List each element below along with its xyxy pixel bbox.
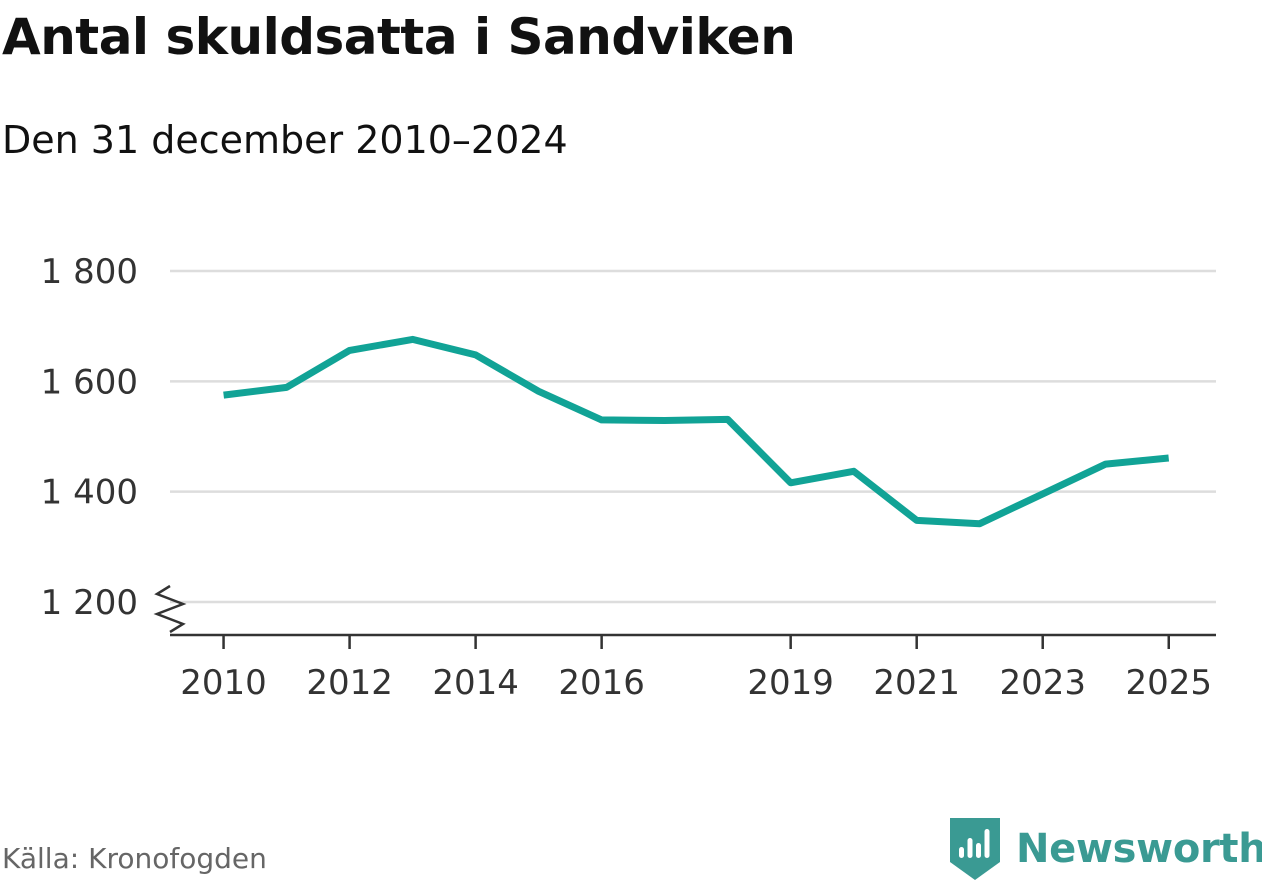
source-note: Källa: Kronofogden bbox=[2, 842, 267, 875]
x-tick-label: 2019 bbox=[747, 663, 834, 703]
data-point bbox=[599, 417, 605, 423]
data-point bbox=[725, 416, 731, 422]
data-point bbox=[1103, 461, 1109, 467]
data-point bbox=[473, 352, 479, 358]
x-tick-label: 2014 bbox=[432, 663, 519, 703]
data-point bbox=[1040, 491, 1046, 497]
data-point bbox=[851, 468, 857, 474]
data-point bbox=[284, 384, 290, 390]
y-tick-label: 1 400 bbox=[41, 473, 138, 513]
data-point bbox=[1166, 455, 1172, 461]
x-tick-label: 2025 bbox=[1125, 663, 1212, 703]
newsworthy-logo-icon bbox=[950, 818, 1000, 880]
data-point bbox=[914, 517, 920, 523]
x-tick-label: 2010 bbox=[180, 663, 267, 703]
y-tick-label: 1 200 bbox=[41, 583, 138, 623]
y-axis-break bbox=[153, 584, 187, 634]
data-point bbox=[347, 347, 353, 353]
x-tick-label: 2021 bbox=[873, 663, 960, 703]
data-point bbox=[221, 392, 227, 398]
series-line bbox=[223, 335, 1170, 528]
x-tick-label: 2012 bbox=[306, 663, 393, 703]
chart-title: Antal skuldsatta i Sandviken bbox=[2, 8, 796, 66]
data-point bbox=[977, 521, 983, 527]
x-tick-label: 2016 bbox=[558, 663, 645, 703]
brand-name: Newsworthy bbox=[1016, 826, 1262, 872]
chart-subtitle: Den 31 december 2010–2024 bbox=[2, 118, 568, 162]
brand-logo[interactable]: Newsworthy bbox=[950, 818, 1262, 880]
data-point bbox=[410, 336, 416, 342]
x-tick-label: 2023 bbox=[999, 663, 1086, 703]
data-point bbox=[788, 480, 794, 486]
y-tick-label: 1 800 bbox=[41, 252, 138, 292]
data-point bbox=[536, 388, 542, 394]
y-tick-label: 1 600 bbox=[41, 362, 138, 402]
data-point bbox=[662, 418, 668, 424]
